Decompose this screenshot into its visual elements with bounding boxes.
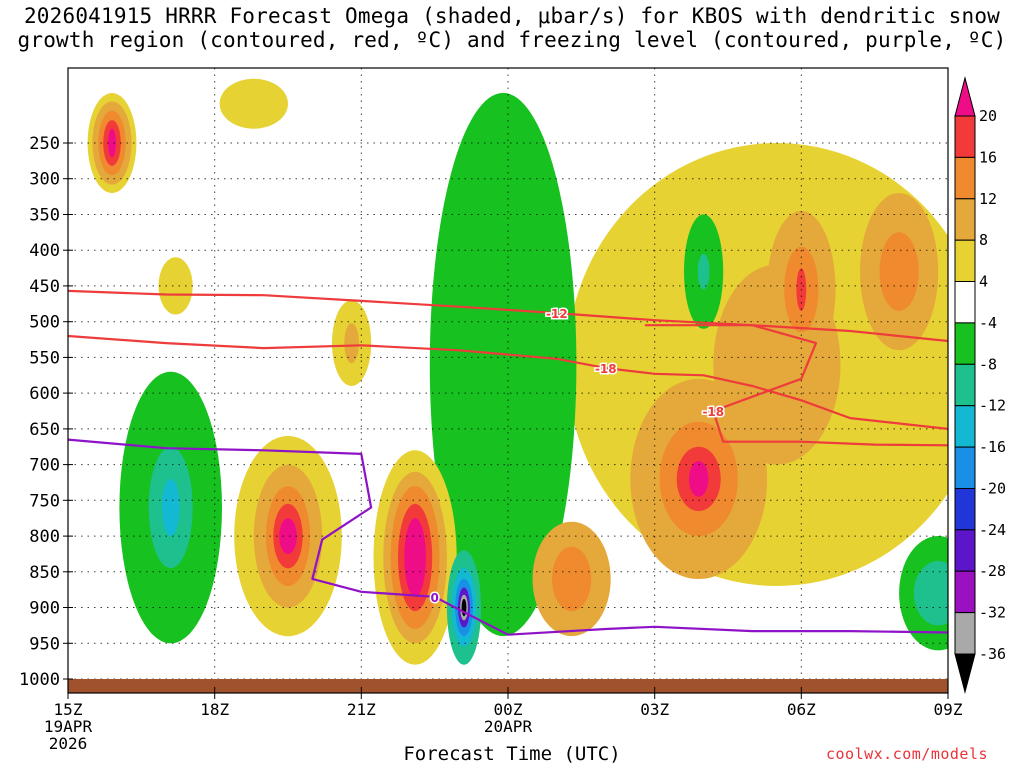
y-tick-label-600: 600 [29, 384, 60, 404]
colorbar-box-0 [954, 115, 976, 158]
omega-region-green-left-level-2 [161, 478, 180, 537]
colorbar-label-3: 8 [979, 231, 988, 249]
y-tick-label-1000: 1000 [19, 670, 60, 690]
title-line-2: growth region (contoured, red, ºC) and f… [17, 28, 1007, 52]
colorbar-box-8 [954, 446, 976, 490]
x-tick-label-06Z: 06Z [787, 700, 816, 719]
colorbar: 20 16 12 8 4 -4 -8 -12 -16 -20 -24 -28 -32 -36 [954, 76, 1006, 694]
x-axis-label: Forecast Time (UTC) [403, 743, 621, 765]
y-tick-label-650: 650 [29, 420, 60, 440]
colorbar-label-8: -16 [979, 438, 1006, 456]
omega-region-omega-850-right-level-1 [552, 546, 592, 612]
colorbar-bottom-triangle [954, 653, 976, 694]
colorbar-label-10: -24 [979, 521, 1006, 539]
colorbar-box-12 [954, 612, 976, 655]
omega-region-green-bottom-right-level-1 [913, 561, 948, 626]
colorbar-box-4 [954, 281, 976, 324]
colorbar-label-12: -32 [979, 604, 1006, 622]
contour-lines: -12 -18 -18 0 [68, 289, 948, 636]
colorbar-box-6 [954, 363, 976, 407]
x-tick-label-18Z: 18Z [200, 700, 229, 719]
omega-region-top-left-4-level-0 [219, 78, 288, 129]
omega-shading [68, 68, 948, 693]
title-line-1: 2026041915 HRRR Forecast Omega (shaded, … [23, 4, 1001, 28]
colorbar-label-6: -8 [979, 355, 997, 373]
y-tick-label-450: 450 [29, 277, 60, 297]
colorbar-box-2 [954, 198, 976, 241]
colorbar-label-1: 16 [979, 148, 997, 166]
contour-line-2 [644, 324, 948, 447]
colorbar-box-1 [954, 156, 976, 200]
colorbar-label-0: 20 [979, 107, 997, 125]
x-tick-label-15Z: 15Z [54, 700, 83, 719]
x-tick-label-00Z: 00Z [494, 700, 523, 719]
contour-label-3: 0 [431, 591, 439, 605]
contour-label-2: -18 [702, 405, 724, 419]
terrain-fill [68, 679, 948, 693]
y-tick-label-300: 300 [29, 170, 60, 190]
y-tick-label-750: 750 [29, 491, 60, 511]
contour-line-3 [68, 438, 948, 636]
y-tick-label-350: 350 [29, 206, 60, 226]
colorbar-box-7 [954, 405, 976, 448]
colorbar-top-triangle [954, 76, 976, 117]
y-axis: 250 300 350 400 450 500 550 600 650 700 750 800 850 9… [19, 68, 73, 693]
y-tick-label-900: 900 [29, 599, 60, 619]
colorbar-box-11 [954, 570, 976, 614]
colorbar-label-4: 4 [979, 273, 988, 291]
y-tick-label-400: 400 [29, 241, 60, 261]
y-tick-label-500: 500 [29, 313, 60, 333]
contour-line-0 [68, 289, 948, 343]
omega-region-green-450-level-1 [697, 253, 710, 290]
x-tick-sublabel-15Z-1: 2026 [49, 734, 88, 753]
colorbar-label-7: -12 [979, 397, 1006, 415]
omega-region-upper-left-level-4 [108, 128, 116, 158]
omega-region-omega-700-right-level-3 [688, 461, 709, 497]
chart-title: 2026041915 HRRR Forecast Omega (shaded, … [0, 4, 1024, 52]
colorbar-box-5 [954, 322, 976, 365]
credit-link[interactable]: coolwx.com/models [826, 745, 989, 763]
x-tick-sublabel-00Z-0: 20APR [484, 717, 533, 736]
y-tick-label-800: 800 [29, 527, 60, 547]
colorbar-label-13: -36 [979, 645, 1006, 663]
y-tick-label-700: 700 [29, 456, 60, 476]
colorbar-label-11: -28 [979, 562, 1006, 580]
omega-region-omega-500-level-1 [344, 323, 359, 364]
y-tick-label-250: 250 [29, 134, 60, 154]
omega-region-green-tower-level-0 [429, 92, 577, 637]
omega-region-omega-850-mid-level-4 [404, 518, 426, 597]
x-tick-label-21Z: 21Z [347, 700, 376, 719]
colorbar-box-9 [954, 488, 976, 531]
colorbar-label-9: -20 [979, 480, 1006, 498]
contour-label-1: -18 [595, 362, 617, 376]
omega-region-omega-700-left-level-4 [279, 518, 297, 554]
grid-lines [68, 68, 948, 693]
contour-label-0: -12 [546, 307, 568, 321]
colorbar-label-2: 12 [979, 190, 997, 208]
x-tick-label-03Z: 03Z [640, 700, 669, 719]
y-tick-label-850: 850 [29, 563, 60, 583]
y-tick-label-950: 950 [29, 634, 60, 654]
omega-region-left-450-level-0 [158, 257, 193, 315]
x-tick-sublabel-15Z-0: 19APR [44, 717, 93, 736]
y-tick-label-550: 550 [29, 348, 60, 368]
terrain-band [68, 679, 948, 693]
colorbar-box-3 [954, 239, 976, 283]
x-tick-label-09Z: 09Z [934, 700, 963, 719]
colorbar-label-5: -4 [979, 314, 997, 332]
omega-region-omega-450-b-level-1 [879, 232, 919, 311]
colorbar-box-10 [954, 529, 976, 572]
contour-line-1 [68, 334, 948, 430]
